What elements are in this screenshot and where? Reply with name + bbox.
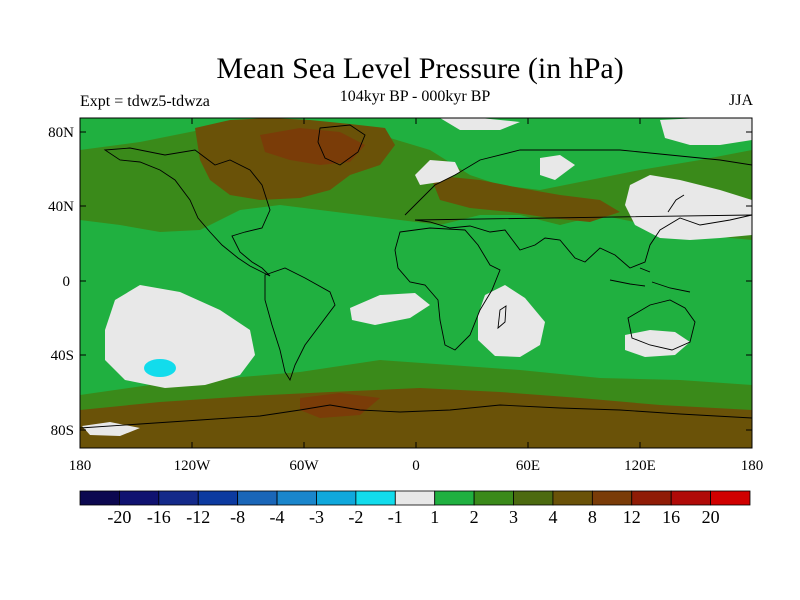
field-grey-arctic-patch [540,155,575,180]
colorbar-label: 16 [662,507,680,527]
colorbar-label: -4 [270,507,285,527]
lon-label-180e: 180 [741,458,764,474]
coast-south-america [264,267,336,382]
colorbar-swatch [276,490,317,506]
chart-subtitle: 104kyr BP - 000kyr BP [339,88,491,105]
lat-label-40s: 40S [51,348,74,364]
field-grey-antarctic [82,422,140,436]
coast-japan [667,194,685,213]
coastlines [80,124,752,429]
lon-label-120w: 120W [174,458,212,474]
colorbar-label: 3 [509,507,518,527]
coast-greenland [317,124,366,166]
field-grey-arctic-east [660,118,752,145]
colorbar-swatch [631,490,672,506]
colorbar-swatch [119,490,160,506]
lat-label-80s: 80S [51,423,74,439]
colorbar-label: 4 [548,507,557,527]
colorbar-label: -16 [147,507,171,527]
colorbar-swatch [670,490,711,506]
colorbar-swatch [591,490,633,506]
coast-north-america [103,147,271,277]
colorbar-label: -12 [186,507,210,527]
field-grey-north-pacific [625,175,752,240]
field-cyan-patch [144,359,176,377]
colorbar-swatch [434,490,475,506]
field-darkbrown-south [300,393,380,418]
lon-label-0: 0 [412,458,420,474]
lat-label-80n: 80N [48,125,74,141]
field-grey-siberia [415,160,460,185]
colorbar-label: 8 [588,507,597,527]
coast-africa [394,227,501,351]
colorbar-label: 20 [702,507,720,527]
coast-eurasia [404,149,752,269]
field-brown-south [80,388,752,448]
field-grey-indian-ocean [478,285,545,357]
colorbar-label: 1 [430,507,439,527]
colorbar-label: -3 [309,507,324,527]
colorbar-label: -8 [230,507,245,527]
colorbar-labels: -20 -16 -12 -8 -4 -3 -2 -1 1 2 3 4 8 12 16 20 [107,507,719,527]
lat-tick-marks [80,131,752,431]
colorbar-swatch [197,490,239,506]
colorbar-swatch [710,490,751,506]
lon-label-180w: 180 [69,458,92,474]
coast-australia [627,299,696,351]
experiment-label: Expt = tdwz5-tdwza [80,93,210,110]
lat-label-40n: 40N [48,199,74,215]
lon-label-120e: 120E [624,458,656,474]
pressure-field [80,118,752,448]
colorbar-label: -1 [388,507,403,527]
colorbar-swatch [79,490,120,506]
coast-madagascar [497,305,507,330]
field-grey-arctic-north [440,118,520,130]
colorbar-swatch [237,490,278,506]
colorbar-swatch [473,490,514,506]
season-label: JJA [728,92,753,109]
chart-title: Mean Sea Level Pressure (in hPa) [216,52,624,85]
colorbar-swatch [316,490,357,506]
colorbar-label: -20 [107,507,131,527]
field-darkbrown-north [260,128,365,165]
coast-indonesia [609,267,691,293]
lat-label-0: 0 [63,274,71,290]
lon-label-60w: 60W [289,458,319,474]
field-grey-south-pacific [105,285,255,388]
colorbar-swatch [513,490,554,506]
colorbar-swatch [394,490,436,506]
field-brown-eurasia [430,175,620,222]
colorbar-label: 2 [470,507,479,527]
colorbar [79,490,751,506]
coast-antarctica [80,404,752,429]
colorbar-label: -2 [348,507,363,527]
colorbar-swatch [552,490,593,506]
lon-tick-marks [191,118,641,448]
colorbar-swatch [355,490,396,506]
colorbar-label: 12 [623,507,641,527]
field-grey-east-indian [625,330,690,357]
lon-label-60e: 60E [516,458,540,474]
colorbar-swatch [158,490,199,506]
field-grey-south-atlantic [350,293,430,325]
